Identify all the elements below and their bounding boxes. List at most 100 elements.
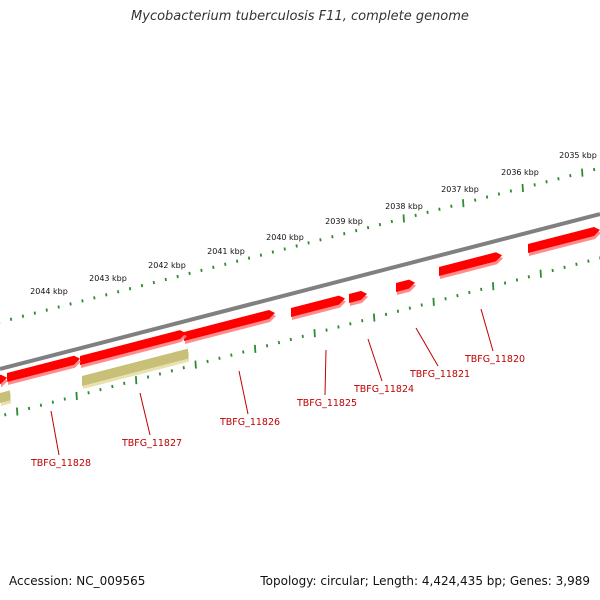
minor-tick: [33, 311, 36, 315]
gene-block[interactable]: [291, 295, 345, 317]
major-tick: [462, 199, 465, 208]
minor-tick: [277, 340, 281, 345]
minor-tick: [93, 296, 96, 300]
minor-tick: [9, 317, 13, 321]
minor-tick: [551, 268, 554, 273]
genome-backbone: [0, 212, 600, 371]
kbp-labels: 2035 kbp 2036 kbp 2037 kbp 2038 kbp 2039 kbp…: [30, 151, 597, 296]
major-tick: [492, 282, 495, 291]
minor-tick: [474, 198, 477, 202]
minor-tick: [515, 278, 519, 282]
gene-leader-line: [50, 410, 60, 456]
minor-tick: [533, 183, 536, 187]
gene-label[interactable]: TBFG_11827: [121, 438, 182, 449]
minor-tick: [408, 306, 411, 310]
kbp-label: 2036 kbp: [501, 168, 539, 177]
minor-tick: [355, 229, 358, 233]
gene-block-reverse[interactable]: [82, 348, 188, 386]
minor-tick: [51, 400, 54, 404]
minor-tick: [587, 259, 590, 263]
gene-block[interactable]: [528, 226, 600, 253]
minor-tick: [283, 247, 286, 251]
minor-tick: [295, 244, 298, 248]
minor-tick: [57, 305, 60, 309]
minor-tick: [444, 297, 447, 301]
minor-tick: [349, 322, 352, 326]
gene-block[interactable]: [0, 374, 7, 384]
major-tick: [135, 376, 138, 385]
gene-label[interactable]: TBFG_11824: [353, 384, 414, 395]
minor-tick: [456, 293, 459, 298]
minor-tick: [128, 287, 132, 291]
kbp-label: 2037 kbp: [441, 185, 479, 194]
kbp-label: 2041 kbp: [207, 247, 245, 256]
minor-tick: [271, 250, 274, 254]
major-tick: [373, 313, 376, 322]
minor-tick: [593, 167, 596, 172]
minor-tick: [265, 344, 269, 348]
minor-tick: [27, 406, 31, 411]
gene-block[interactable]: [439, 252, 502, 276]
minor-tick: [503, 281, 507, 285]
major-tick: [521, 183, 524, 192]
gene-leader-line: [480, 308, 494, 352]
minor-tick: [384, 312, 388, 317]
minor-tick: [39, 403, 43, 407]
minor-tick: [343, 232, 346, 236]
minor-tick: [527, 275, 530, 279]
minor-tick: [224, 262, 227, 266]
gene-block[interactable]: [80, 330, 186, 365]
gene-block[interactable]: [184, 310, 275, 341]
major-tick: [75, 391, 78, 400]
minor-tick: [99, 387, 102, 392]
minor-tick: [325, 328, 328, 332]
minor-tick: [117, 290, 120, 294]
minor-tick: [563, 265, 566, 270]
minor-tick: [319, 238, 322, 242]
minor-tick: [361, 319, 364, 323]
minor-tick: [569, 174, 572, 178]
kbp-label: 2038 kbp: [385, 202, 423, 211]
minor-tick: [212, 265, 215, 269]
major-tick: [581, 168, 584, 177]
minor-tick: [158, 372, 162, 376]
inner-scale-ticks: [4, 256, 600, 417]
gene-leader-line: [415, 327, 439, 367]
kbp-label: 2035 kbp: [559, 151, 597, 160]
kbp-label: 2042 kbp: [148, 261, 186, 270]
gene-labels: TBFG_11820 TBFG_11821 TBFG_11824 TBFG_11825…: [30, 308, 525, 469]
major-tick: [313, 329, 316, 338]
minor-tick: [236, 259, 239, 263]
kbp-label: 2044 kbp: [30, 287, 68, 296]
minor-tick: [557, 177, 560, 181]
gene-label[interactable]: TBFG_11820: [464, 354, 525, 365]
minor-tick: [111, 384, 114, 389]
gene-block[interactable]: [396, 279, 415, 292]
minor-tick: [21, 314, 25, 318]
gene-block[interactable]: [7, 355, 80, 382]
gene-block[interactable]: [349, 290, 367, 303]
minor-tick: [247, 256, 251, 260]
major-tick: [254, 344, 257, 353]
minor-tick: [164, 277, 167, 282]
gene-block-reverse[interactable]: [0, 390, 10, 403]
gene-label[interactable]: TBFG_11825: [296, 398, 357, 409]
minor-tick: [480, 287, 483, 291]
minor-tick: [81, 299, 84, 303]
gene-leader-line: [139, 392, 151, 436]
minor-tick: [188, 271, 191, 276]
minor-tick: [497, 192, 501, 196]
gene-label[interactable]: TBFG_11828: [30, 458, 91, 469]
accession-text: Accession: NC_009565: [9, 574, 146, 588]
minor-tick: [45, 308, 48, 312]
gene-label[interactable]: TBFG_11821: [409, 369, 470, 380]
minor-tick: [206, 359, 209, 364]
minor-tick: [438, 207, 441, 211]
gene-label[interactable]: TBFG_11826: [219, 417, 280, 428]
minor-tick: [331, 235, 334, 239]
minor-tick: [468, 290, 471, 295]
minor-tick: [123, 381, 126, 385]
gene-leader-line: [324, 349, 327, 396]
minor-tick: [337, 325, 340, 329]
